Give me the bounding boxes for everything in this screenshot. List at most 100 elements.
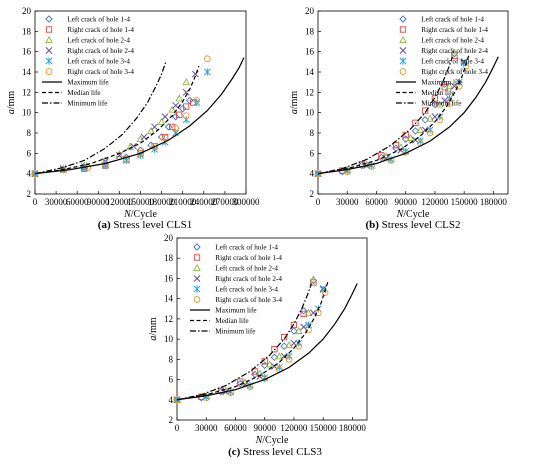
- x-tick-label: 120000: [106, 197, 134, 207]
- point-left-crack-of-hole-2-4: [406, 134, 415, 142]
- y-tick-label: 12: [22, 87, 31, 97]
- series-line-minimum-life: [34, 61, 167, 175]
- y-tick-label: 10: [164, 334, 174, 344]
- point-left-crack-of-hole-3-4: [227, 388, 235, 396]
- point-left-crack-of-hole-1-4: [270, 353, 279, 362]
- panel-c: 2 4 6 8 10 12 14 16 18 20 0 30000 60000 90000 120000 15…: [148, 233, 368, 446]
- series-line-median-life: [34, 65, 200, 175]
- legend-label-median-life: Median life: [421, 89, 454, 97]
- legend-label-left-crack-of-hole-1-4: Left crack of hole 1-4: [67, 16, 130, 24]
- legend-label-right-crack-of-hole-2-4: Right crack of hole 2-4: [421, 47, 488, 55]
- x-tick-label: 240000: [190, 197, 218, 207]
- series-line-minimum-life: [317, 56, 454, 175]
- point-left-crack-of-hole-2-4: [450, 48, 459, 56]
- x-tick-label: 180000: [148, 197, 176, 207]
- point-left-crack-of-hole-3-4: [193, 98, 201, 107]
- point-left-crack-of-hole-2-4: [147, 126, 155, 134]
- point-left-crack-of-hole-1-4: [377, 153, 386, 162]
- point-left-crack-of-hole-2-4: [168, 105, 177, 113]
- legend-label-maximum-life: Maximum life: [215, 307, 256, 315]
- legend-marker-left-crack-of-hole-1-4: [193, 243, 201, 251]
- point-left-crack-of-hole-2-4: [265, 360, 274, 368]
- point-left-crack-of-hole-1-4: [280, 342, 288, 350]
- point-left-crack-of-hole-3-4: [203, 68, 211, 76]
- series-line-median-life: [176, 281, 329, 401]
- legend-label-maximum-life: Maximum life: [421, 79, 462, 87]
- legend-marker-right-crack-of-hole-1-4: [193, 254, 201, 261]
- y-tick-label: 2: [169, 415, 174, 425]
- x-tick-label: 150000: [310, 423, 338, 433]
- legend-label-left-crack-of-hole-3-4: Left crack of hole 3-4: [67, 58, 130, 66]
- x-tick-label: 150000: [451, 197, 479, 207]
- y-tick-label: 4: [169, 395, 174, 405]
- x-tick-label: 120000: [421, 197, 449, 207]
- point-right-crack-of-hole-1-4: [290, 321, 298, 329]
- legend: Left crack of hole 1-4 Right crack of hol…: [396, 15, 488, 108]
- legend-marker-right-crack-of-hole-2-4: [45, 47, 53, 54]
- y-tick-label: 18: [22, 26, 32, 36]
- point-right-crack-of-hole-1-4: [190, 99, 197, 106]
- point-right-crack-of-hole-1-4: [281, 333, 288, 341]
- x-tick-label: 0: [33, 197, 38, 207]
- point-left-crack-of-hole-3-4: [416, 137, 424, 145]
- legend-label-right-crack-of-hole-3-4: Right crack of hole 3-4: [215, 296, 282, 304]
- legend-label-right-crack-of-hole-1-4: Right crack of hole 1-4: [215, 254, 282, 262]
- point-left-crack-of-hole-1-4: [236, 379, 245, 388]
- point-left-crack-of-hole-2-4: [304, 308, 313, 316]
- y-tick-label: 14: [22, 67, 32, 77]
- x-tick-label: 60000: [224, 423, 247, 433]
- y-tick-label: 4: [310, 169, 315, 179]
- x-tick-label: 0: [175, 423, 180, 433]
- legend-label-left-crack-of-hole-2-4: Left crack of hole 2-4: [421, 37, 484, 45]
- point-right-crack-of-hole-1-4: [183, 103, 190, 110]
- legend-marker-right-crack-of-hole-1-4: [399, 26, 407, 33]
- point-right-crack-of-hole-1-4: [310, 279, 317, 286]
- legend-marker-right-crack-of-hole-2-4: [193, 275, 201, 282]
- point-left-crack-of-hole-1-4: [299, 307, 308, 315]
- point-left-crack-of-hole-2-4: [426, 114, 434, 122]
- y-tick-label: 16: [164, 273, 174, 283]
- legend-marker-right-crack-of-hole-3-4: [193, 296, 201, 303]
- point-right-crack-of-hole-2-4: [151, 123, 159, 131]
- legend-label-left-crack-of-hole-1-4: Left crack of hole 1-4: [421, 16, 484, 24]
- x-tick-label: 60000: [365, 197, 388, 207]
- y-tick-label: 12: [305, 87, 314, 97]
- point-left-crack-of-hole-2-4: [285, 341, 293, 349]
- x-tick-label: 90000: [253, 423, 276, 433]
- point-left-crack-of-hole-1-4: [431, 100, 439, 109]
- point-right-crack-of-hole-3-4: [368, 163, 375, 170]
- point-left-crack-of-hole-1-4: [185, 96, 194, 105]
- point-right-crack-of-hole-3-4: [161, 134, 169, 142]
- y-tick-label: 8: [169, 354, 174, 364]
- y-tick-label: 14: [164, 294, 174, 304]
- point-right-crack-of-hole-1-4: [271, 346, 278, 353]
- x-axis-label: N/Cycle: [123, 209, 157, 220]
- legend-marker-right-crack-of-hole-2-4: [399, 47, 407, 54]
- y-tick-label: 18: [305, 26, 315, 36]
- legend-marker-right-crack-of-hole-1-4: [45, 26, 53, 33]
- legend-label-minimum-life: Minimum life: [67, 100, 107, 108]
- legend-label-right-crack-of-hole-2-4: Right crack of hole 2-4: [215, 275, 282, 283]
- point-right-crack-of-hole-3-4: [182, 112, 190, 120]
- plot-frame: [176, 237, 368, 421]
- plot-area: [31, 55, 245, 178]
- point-left-crack-of-hole-2-4: [157, 117, 166, 125]
- point-right-crack-of-hole-2-4: [161, 113, 169, 121]
- point-right-crack-of-hole-3-4: [151, 142, 158, 150]
- legend-marker-left-crack-of-hole-2-4: [193, 263, 201, 271]
- point-left-crack-of-hole-1-4: [421, 116, 429, 124]
- legend-label-left-crack-of-hole-3-4: Left crack of hole 3-4: [215, 286, 278, 294]
- y-tick-label: 16: [305, 47, 315, 57]
- legend-label-median-life: Median life: [215, 317, 248, 325]
- point-right-crack-of-hole-3-4: [285, 355, 293, 363]
- x-tick-label: 210000: [169, 197, 197, 207]
- point-right-crack-of-hole-2-4: [115, 151, 123, 159]
- y-tick-label: 16: [22, 47, 32, 57]
- y-tick-label: 8: [310, 128, 315, 138]
- point-right-crack-of-hole-1-4: [431, 95, 439, 102]
- point-left-crack-of-hole-2-4: [275, 352, 284, 360]
- x-tick-label: 150000: [127, 197, 155, 207]
- point-left-crack-of-hole-1-4: [440, 80, 449, 88]
- y-tick-label: 2: [27, 189, 32, 199]
